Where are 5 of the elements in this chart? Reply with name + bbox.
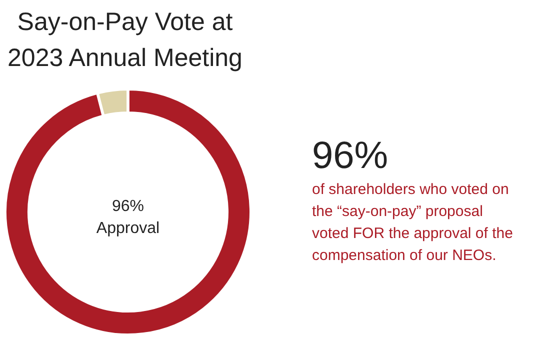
donut-slice (6, 90, 250, 334)
text: 96% Approval (96, 198, 160, 237)
text: of shareholders who voted on the “say-on-pay” proposal voted FOR the approval of the compensation of our NEOs. (312, 181, 513, 264)
text: 96% (312, 135, 388, 177)
chart-title: Say-on-Pay Vote at 2023 Annual Meeting (8, 8, 242, 72)
